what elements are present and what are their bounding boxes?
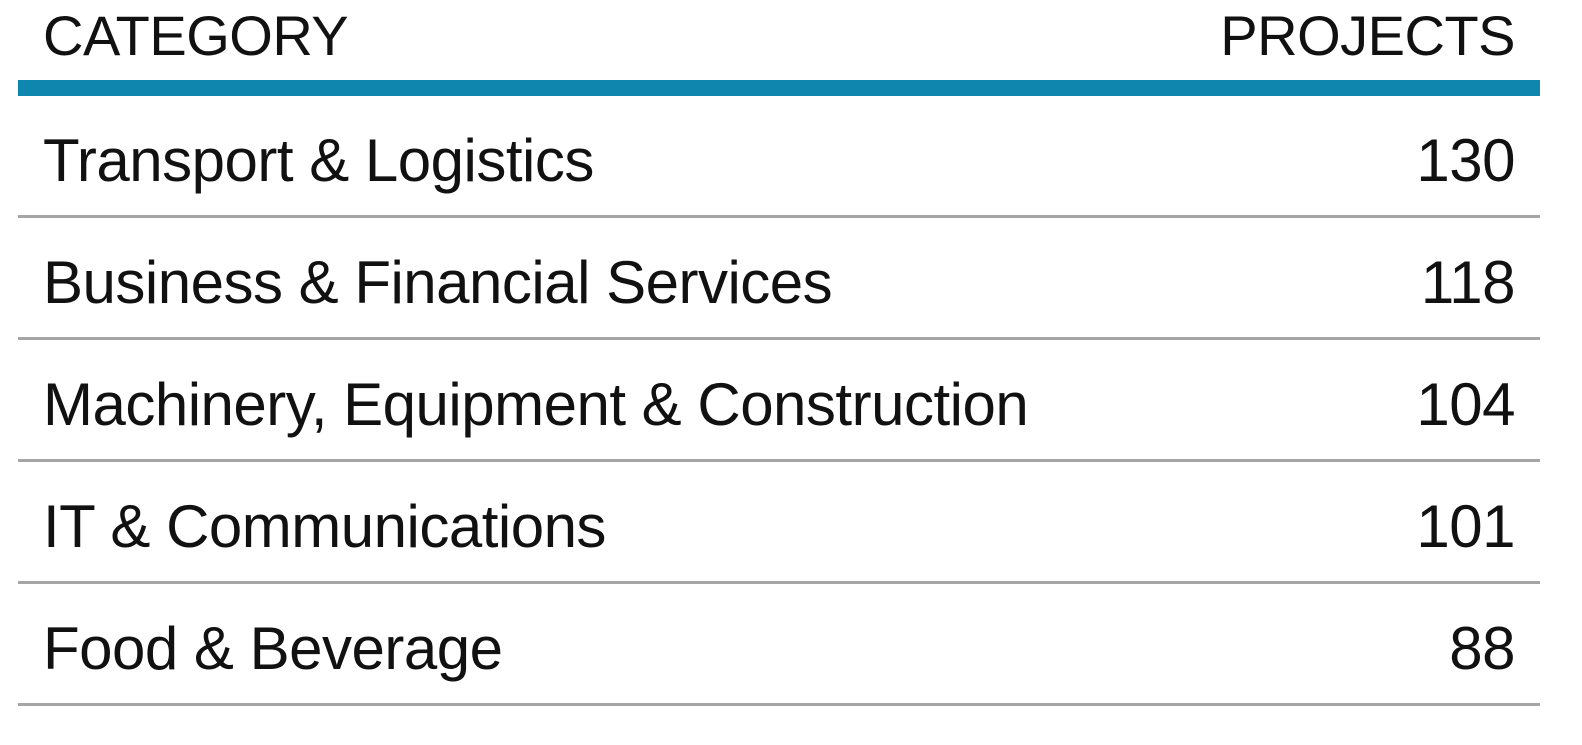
projects-table: CATEGORY PROJECTS Transport & Logistics … xyxy=(18,0,1540,706)
table-row: Transport & Logistics 130 xyxy=(18,96,1540,218)
table-row: Machinery, Equipment & Construction 104 xyxy=(18,340,1540,462)
table-row: Business & Financial Services 118 xyxy=(18,218,1540,340)
table-row: Food & Beverage 88 xyxy=(18,584,1540,706)
category-cell: Business & Financial Services xyxy=(43,249,833,316)
table-header: CATEGORY PROJECTS xyxy=(18,0,1540,80)
category-cell: Transport & Logistics xyxy=(43,127,594,194)
projects-cell: 118 xyxy=(1420,249,1516,316)
category-column-header: CATEGORY xyxy=(43,4,349,67)
projects-column-header: PROJECTS xyxy=(1220,4,1515,67)
projects-cell: 101 xyxy=(1416,493,1515,560)
projects-cell: 104 xyxy=(1416,371,1515,438)
category-cell: Machinery, Equipment & Construction xyxy=(43,371,1029,438)
category-cell: Food & Beverage xyxy=(43,615,503,682)
projects-cell: 130 xyxy=(1416,127,1515,194)
table-row: IT & Communications 101 xyxy=(18,462,1540,584)
header-accent-rule xyxy=(18,80,1540,96)
category-cell: IT & Communications xyxy=(43,493,606,560)
projects-cell: 88 xyxy=(1449,615,1515,682)
